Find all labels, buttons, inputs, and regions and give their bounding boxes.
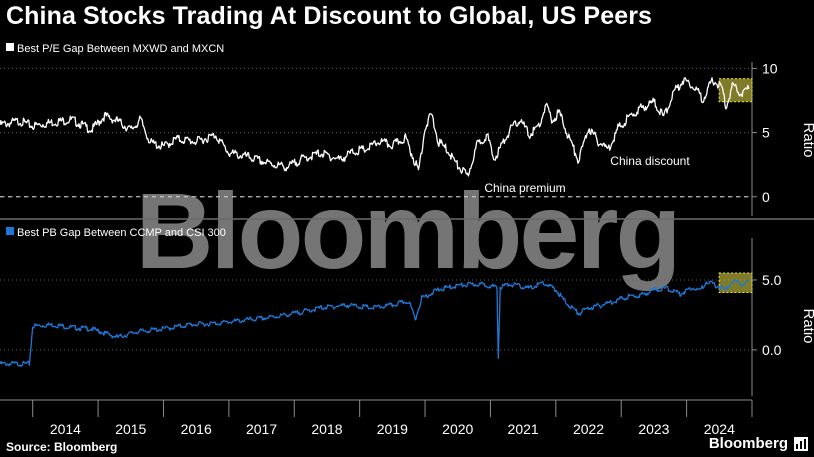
x-tick-label: 2014 bbox=[50, 421, 81, 437]
x-tick-label: 2017 bbox=[246, 421, 277, 437]
x-tick-label: 2022 bbox=[573, 421, 604, 437]
y-tick-label: 10 bbox=[762, 60, 778, 76]
x-tick-label: 2020 bbox=[442, 421, 473, 437]
y-tick-label: 5 bbox=[762, 125, 770, 141]
x-axis: 2014 2015 2016 2017 2018 2019 2020 2021 2022 2023… bbox=[0, 218, 814, 437]
watermark-text: Bloomberg bbox=[135, 170, 678, 291]
bar-chart-icon bbox=[794, 437, 808, 451]
bloomberg-brand: Bloomberg bbox=[708, 435, 788, 452]
highlight-box bbox=[718, 272, 753, 294]
y-tick-label: 0.0 bbox=[762, 342, 782, 358]
x-tick-label: 2016 bbox=[181, 421, 212, 437]
watermark: Bloomberg bbox=[135, 170, 681, 291]
x-tick-label: 2024 bbox=[704, 421, 735, 437]
y-axis-label: Ratio bbox=[800, 308, 814, 343]
y-tick-label: 0 bbox=[762, 189, 770, 205]
x-tick-label: 2021 bbox=[508, 421, 539, 437]
x-tick-label: 2023 bbox=[638, 421, 669, 437]
legend-swatch bbox=[6, 43, 14, 51]
y-tick-label: 5.0 bbox=[762, 272, 782, 288]
highlight-box bbox=[718, 78, 753, 103]
x-tick-label: 2018 bbox=[311, 421, 342, 437]
legend-label: Best PB Gap Between CCMP and CSI 300 bbox=[17, 227, 226, 239]
chart-title: China Stocks Trading At Discount to Glob… bbox=[6, 2, 653, 30]
legend-label: Best P/E Gap Between MXWD and MXCN bbox=[17, 43, 224, 55]
annotation: China premium bbox=[484, 181, 565, 195]
series-line bbox=[0, 77, 750, 177]
x-tick-label: 2015 bbox=[115, 421, 146, 437]
series-line bbox=[0, 279, 750, 368]
legend-swatch bbox=[6, 227, 14, 235]
x-tick-label: 2019 bbox=[377, 421, 408, 437]
panel-pb-gap: 0.0 5.0 Ratio Best PB Gap Between CCMP and … bbox=[0, 227, 814, 396]
annotation: China discount bbox=[610, 154, 690, 168]
panel-pe-gap: 0 5 10 Ratio Best P/E Gap Between MXWD and M… bbox=[0, 43, 814, 216]
y-axis-label: Ratio bbox=[800, 122, 814, 157]
source-note: Source: Bloomberg bbox=[6, 440, 118, 454]
